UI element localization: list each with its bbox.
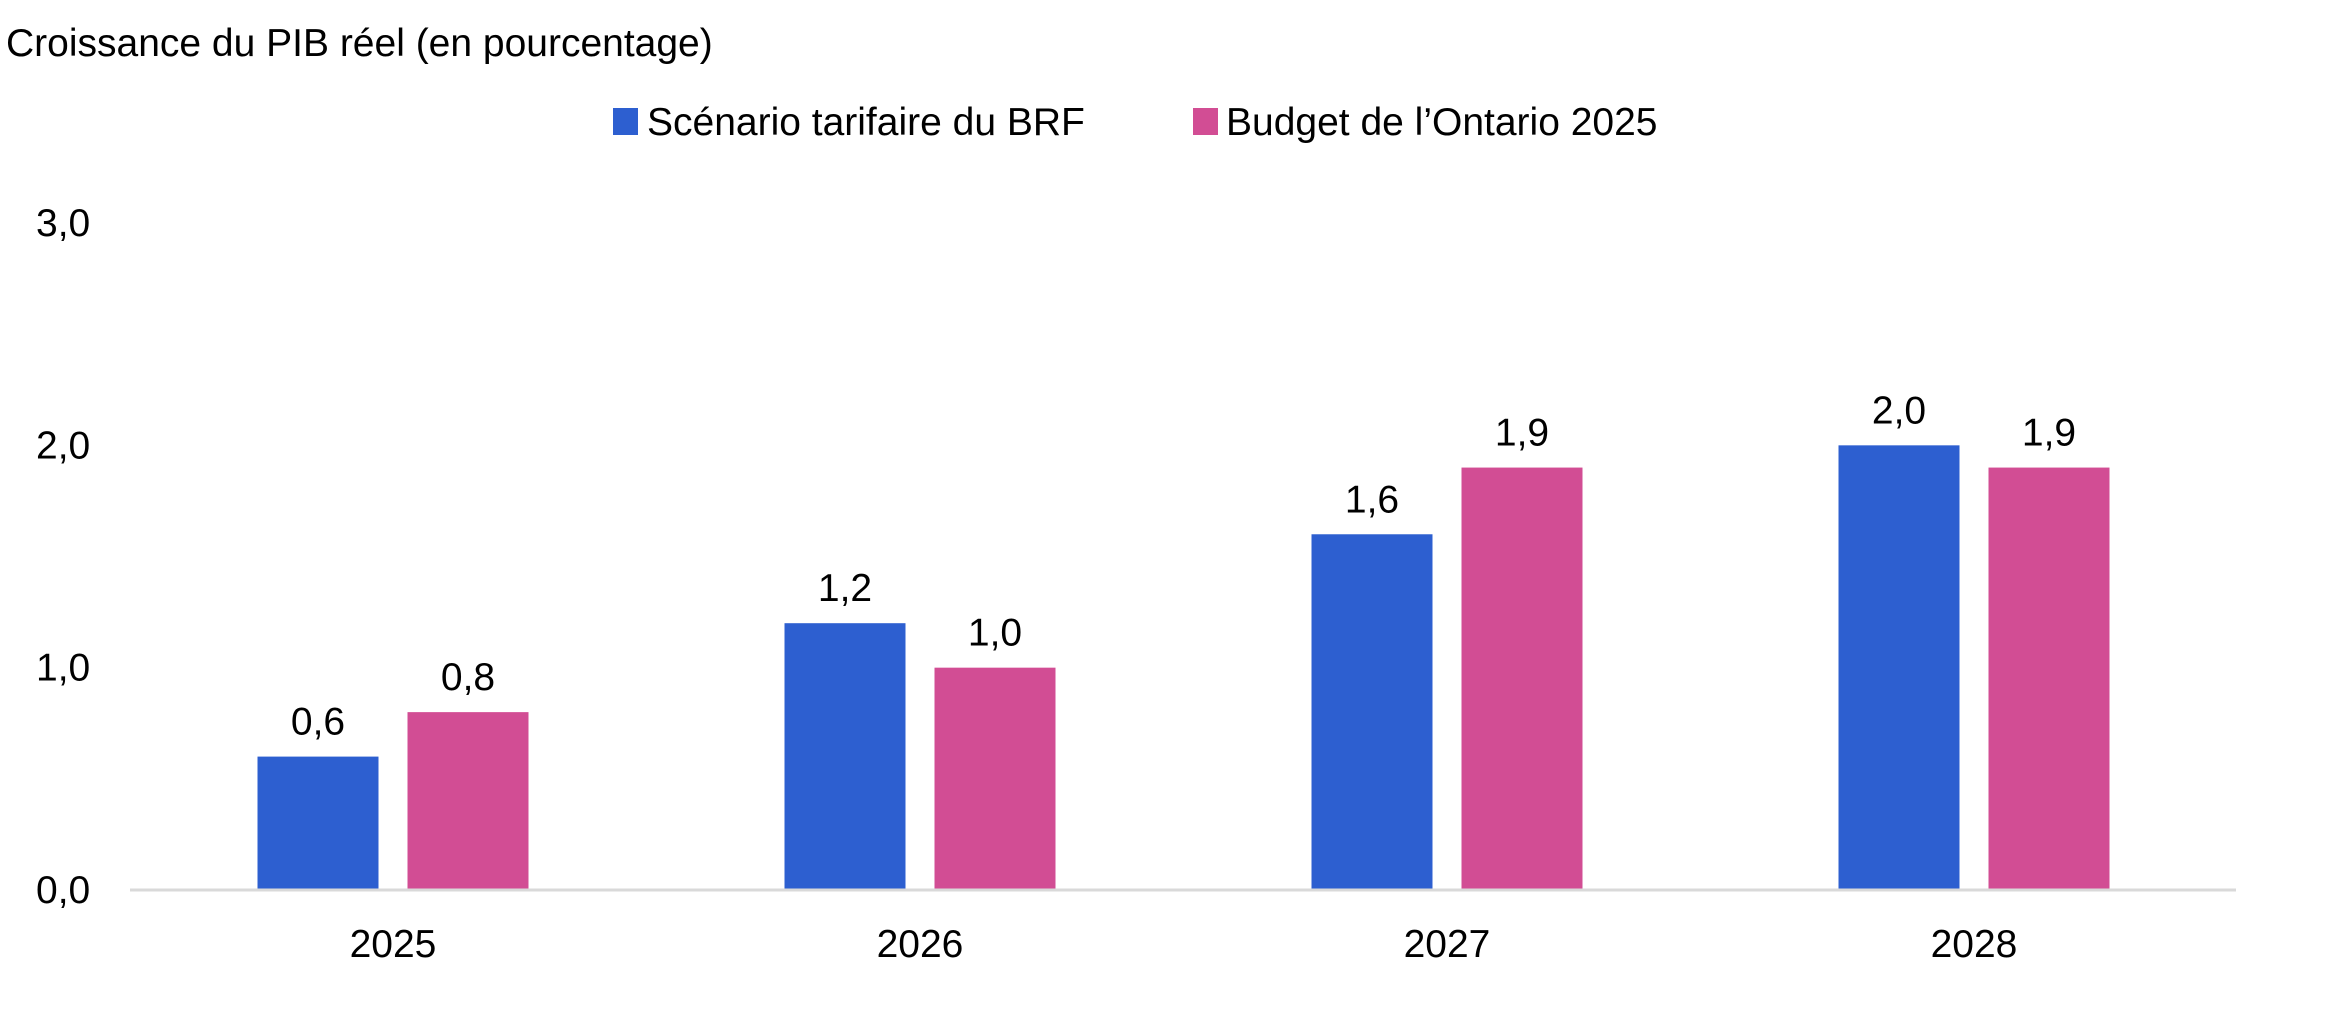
- data-label-budget-2028: 1,9: [2022, 412, 2076, 455]
- data-label-budget-2026: 1,0: [968, 612, 1022, 655]
- data-label-budget-2027: 1,9: [1495, 412, 1549, 455]
- data-labels: 0,6 0,8 1,2 1,0 1,6 1,9 2,0 1,9: [291, 389, 2076, 743]
- data-label-brf-2026: 1,2: [818, 567, 872, 610]
- y-tick-label: 0,0: [36, 869, 90, 912]
- x-tick-label-2028: 2028: [1931, 923, 2018, 966]
- bars: [257, 445, 2110, 890]
- x-tick-label-2025: 2025: [350, 923, 437, 966]
- bar-budget-2026: [934, 667, 1056, 890]
- bar-budget-2027: [1461, 467, 1583, 890]
- data-label-brf-2028: 2,0: [1872, 389, 1926, 432]
- y-tick-label: 1,0: [36, 647, 90, 690]
- legend: Scénario tarifaire du BRF Budget de l’On…: [613, 101, 1657, 144]
- x-tick-label-2027: 2027: [1404, 923, 1491, 966]
- bar-budget-2028: [1988, 467, 2110, 890]
- data-label-brf-2025: 0,6: [291, 701, 345, 744]
- y-tick-label: 2,0: [36, 424, 90, 467]
- legend-swatch-brf: [613, 108, 638, 135]
- y-axis-tick-labels: 0,0 1,0 2,0 3,0: [36, 202, 90, 912]
- x-tick-label-2026: 2026: [877, 923, 964, 966]
- data-label-brf-2027: 1,6: [1345, 478, 1399, 521]
- legend-swatch-budget: [1193, 108, 1218, 135]
- bar-budget-2025: [407, 712, 529, 890]
- bar-brf-2028: [1838, 445, 1960, 890]
- legend-label-budget: Budget de l’Ontario 2025: [1226, 101, 1657, 144]
- bar-brf-2026: [784, 623, 906, 890]
- x-axis-tick-labels: 2025 2026 2027 2028: [350, 923, 2018, 966]
- legend-label-brf: Scénario tarifaire du BRF: [647, 101, 1085, 144]
- bar-brf-2025: [257, 756, 379, 890]
- bar-brf-2027: [1311, 534, 1433, 890]
- chart-title: Croissance du PIB réel (en pourcentage): [6, 22, 713, 65]
- y-tick-label: 3,0: [36, 202, 90, 245]
- data-label-budget-2025: 0,8: [441, 656, 495, 699]
